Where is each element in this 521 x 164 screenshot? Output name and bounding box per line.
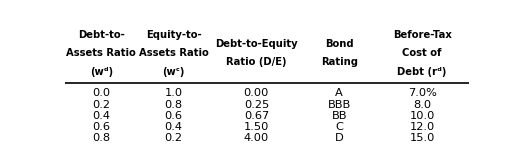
Text: 12.0: 12.0 <box>410 122 435 132</box>
Text: Equity-to-: Equity-to- <box>146 30 201 40</box>
Text: BBB: BBB <box>328 100 351 110</box>
Text: 0.4: 0.4 <box>165 122 182 132</box>
Text: 0.4: 0.4 <box>92 111 110 121</box>
Text: BB: BB <box>331 111 347 121</box>
Text: 0.8: 0.8 <box>92 133 110 143</box>
Text: 7.0%: 7.0% <box>408 88 437 98</box>
Text: Ratio (D/E): Ratio (D/E) <box>226 57 287 67</box>
Text: 0.2: 0.2 <box>92 100 110 110</box>
Text: 0.8: 0.8 <box>165 100 182 110</box>
Text: 0.0: 0.0 <box>92 88 110 98</box>
Text: 1.0: 1.0 <box>165 88 182 98</box>
Text: Assets Ratio: Assets Ratio <box>66 48 136 58</box>
Text: 0.6: 0.6 <box>92 122 110 132</box>
Text: Cost of: Cost of <box>402 48 442 58</box>
Text: 15.0: 15.0 <box>410 133 435 143</box>
Text: A: A <box>336 88 343 98</box>
Text: Rating: Rating <box>321 57 358 67</box>
Text: D: D <box>335 133 344 143</box>
Text: (wᵈ): (wᵈ) <box>90 67 113 77</box>
Text: Bond: Bond <box>325 39 354 49</box>
Text: Debt (rᵈ): Debt (rᵈ) <box>398 67 447 77</box>
Text: Debt-to-Equity: Debt-to-Equity <box>215 39 297 49</box>
Text: (wᶜ): (wᶜ) <box>163 67 184 77</box>
Text: 0.67: 0.67 <box>244 111 269 121</box>
Text: 1.50: 1.50 <box>244 122 269 132</box>
Text: Before-Tax: Before-Tax <box>393 30 452 40</box>
Text: Assets Ratio: Assets Ratio <box>139 48 208 58</box>
Text: 0.6: 0.6 <box>165 111 182 121</box>
Text: 0.25: 0.25 <box>244 100 269 110</box>
Text: 8.0: 8.0 <box>413 100 431 110</box>
Text: 4.00: 4.00 <box>244 133 269 143</box>
Text: 0.2: 0.2 <box>165 133 182 143</box>
Text: Debt-to-: Debt-to- <box>78 30 125 40</box>
Text: 10.0: 10.0 <box>410 111 435 121</box>
Text: C: C <box>336 122 343 132</box>
Text: 0.00: 0.00 <box>244 88 269 98</box>
